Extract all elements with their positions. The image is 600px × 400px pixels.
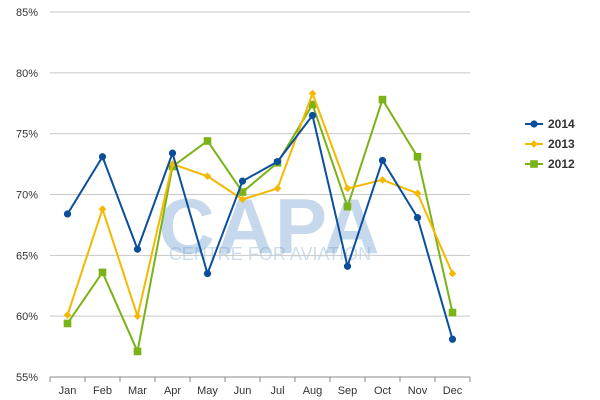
data-point-2014-oct xyxy=(378,156,387,165)
series-line-2012 xyxy=(66,98,454,353)
y-tick-label: 85% xyxy=(16,7,38,19)
data-point-2014-aug xyxy=(308,111,317,120)
x-tick-label: Jun xyxy=(234,385,252,397)
y-tick-label: 60% xyxy=(16,311,38,323)
x-tick-label: Jan xyxy=(59,385,77,397)
data-point-2014-may xyxy=(203,269,212,278)
data-point-2013-nov xyxy=(413,189,422,198)
data-point-2012-jan xyxy=(63,319,72,328)
data-point-2014-feb xyxy=(98,153,107,161)
capa-watermark: CAPA CENTRE FOR AVIATION xyxy=(158,182,379,270)
data-point-2014-apr xyxy=(168,149,177,157)
x-tick-label: Aug xyxy=(303,385,323,397)
data-point-2012-oct xyxy=(378,95,387,104)
data-point-2012-jun xyxy=(238,188,247,196)
y-tick-label: 55% xyxy=(16,372,38,384)
x-tick-label: Jul xyxy=(270,385,284,397)
data-point-2014-jun xyxy=(238,177,247,185)
legend: 2014 2013 2012 xyxy=(525,117,575,171)
x-tick-label: Mar xyxy=(128,385,147,397)
y-tick-label: 70% xyxy=(16,190,38,202)
data-point-2013-oct xyxy=(378,176,387,184)
data-point-2013-sep xyxy=(343,184,352,193)
data-point-2013-may xyxy=(203,172,212,181)
data-point-2013-jan xyxy=(63,311,72,319)
data-point-2014-dec xyxy=(448,335,457,343)
data-point-2012-mar xyxy=(133,347,142,356)
data-point-2013-jun xyxy=(238,195,247,204)
x-tick-label: Nov xyxy=(408,385,428,397)
gridlines xyxy=(50,11,470,317)
data-point-2012-aug xyxy=(308,100,317,109)
x-tick-label: Sep xyxy=(338,385,358,397)
series-2013 xyxy=(63,89,457,320)
watermark-subtitle: CENTRE FOR AVIATION xyxy=(169,244,371,264)
data-point-2014-jan xyxy=(63,210,72,218)
x-tick-label: Dec xyxy=(443,385,463,397)
data-point-2013-feb xyxy=(98,205,107,213)
x-tick-label: Apr xyxy=(164,385,181,397)
legend-marker-2012 xyxy=(530,160,538,168)
x-tick-label: Oct xyxy=(374,385,391,397)
data-point-2013-jul xyxy=(273,184,282,193)
legend-marker-2013 xyxy=(530,140,538,148)
data-point-2014-sep xyxy=(343,262,352,270)
data-point-2014-jul xyxy=(273,158,282,166)
x-tick-label: May xyxy=(197,385,218,397)
data-point-2013-mar xyxy=(133,312,142,320)
data-point-2012-nov xyxy=(413,152,422,161)
series-layer xyxy=(63,89,457,356)
data-point-2014-mar xyxy=(133,245,142,253)
y-tick-label: 80% xyxy=(16,68,38,80)
legend-label-2012: 2012 xyxy=(548,157,575,171)
legend-marker-2014 xyxy=(530,120,538,128)
y-tick-label: 65% xyxy=(16,250,38,262)
y-tick-label: 75% xyxy=(16,129,38,141)
series-line-2013 xyxy=(66,92,454,318)
legend-item-2014: 2014 xyxy=(525,117,575,131)
x-tick-label: Feb xyxy=(93,385,112,397)
data-point-2012-feb xyxy=(98,268,107,277)
series-line-2014 xyxy=(66,114,454,340)
data-point-2013-aug xyxy=(308,89,317,98)
legend-item-2013: 2013 xyxy=(525,137,575,151)
legend-label-2014: 2014 xyxy=(548,117,575,131)
data-point-2012-dec xyxy=(448,308,457,317)
data-point-2013-dec xyxy=(448,269,457,278)
axes: 55% 60% 65% 70% 75% 80% 85% Jan Feb Mar Apr May Jun J… xyxy=(16,7,471,397)
legend-item-2012: 2012 xyxy=(525,157,575,171)
data-point-2012-may xyxy=(203,137,212,145)
data-point-2012-sep xyxy=(343,202,352,211)
data-point-2014-nov xyxy=(413,214,422,222)
series-2014 xyxy=(63,111,457,343)
legend-label-2013: 2013 xyxy=(548,137,575,151)
